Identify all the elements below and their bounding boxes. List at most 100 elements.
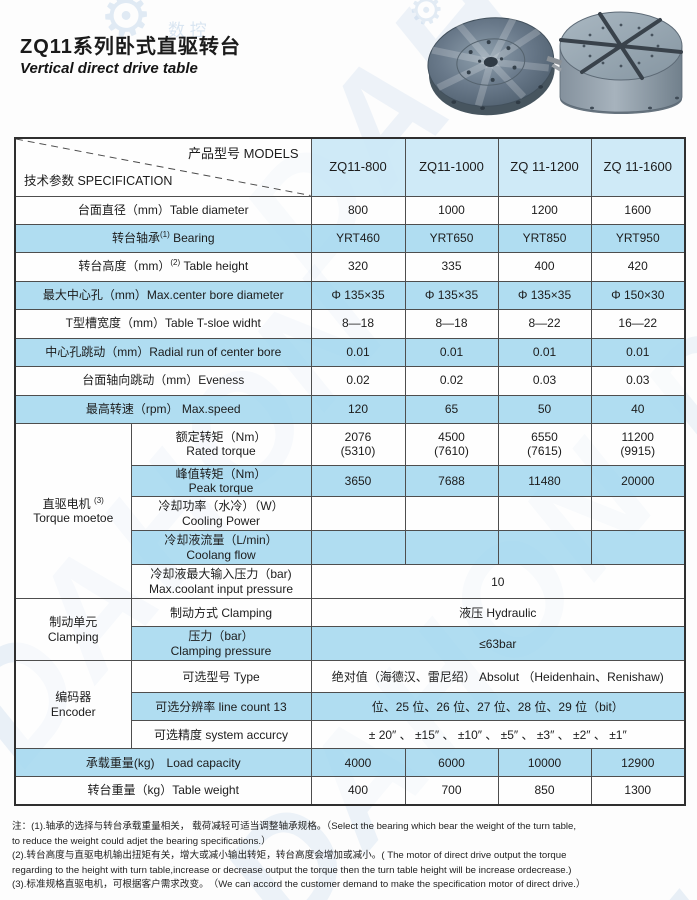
row-label: 冷却液最大输入压力（bar) Max.coolant input pressur… [130,564,312,600]
value-cell: 335 [404,251,499,282]
row-label: 压力（bar） Clamping pressure [130,626,312,662]
value-cell: 800 [310,195,406,225]
label-text: 压力（bar） [188,629,254,644]
value-cell: 65 [404,394,499,424]
group-label-en: Encoder [50,704,96,719]
value-cell: 11480 [497,464,592,498]
label-text: Rated torque [186,444,256,458]
value-cell: 1300 [590,776,686,806]
row-coolant-flow: 冷却液流量（L/min） Coolang flow [15,530,686,566]
row-rated-torque: 直驱电机 (3) Torque moetoe 额定转矩（Nm） Rated to… [14,422,686,600]
row-label: 可选型号 Type [130,660,312,694]
label-text: Coolang flow [186,547,256,562]
value-cell: 0.01 [404,337,499,367]
value-cell: 4500 (7610) [404,422,499,466]
footnote-line: 注：(1).轴承的选择与转台承载重量相关， 载荷减轻可适当调整轴承规格。（Sel… [12,821,577,832]
value-cell: Φ 135×35 [310,280,406,310]
value-cell: 1200 [497,195,592,225]
model-column-header: ZQ11-1000 [404,137,499,197]
value-cell: 8—18 [404,308,499,339]
label-text: 转台高度（mm） [78,259,171,274]
row-label: 可选精度 system accurcy [130,720,312,750]
value-cell [497,496,592,532]
value-cell: 16—22 [590,308,686,339]
corner-models-label: 产品型号 MODELS [187,146,299,161]
label-text: 额定转矩（Nm） [175,429,267,444]
value-cell: 2076 (5310) [310,422,406,466]
value-cell: 0.01 [497,337,592,367]
row-clamping-pressure: 压力（bar） Clamping pressure ≤63bar [15,626,686,662]
row-eveness: 台面轴向跳动（mm）Eveness 0.02 0.02 0.03 0.03 [14,365,686,396]
row-table-weight: 转台重量（kg）Table weight 400 700 850 1300 [14,776,686,806]
value-cell: 400 [497,251,592,282]
label-text: Clamping pressure [170,643,272,658]
label-text: Bearing [169,230,215,245]
label-text: Cooling Power [181,513,261,528]
group-label-en: Torque moetoe [33,510,114,525]
row-label: 台面轴向跳动（mm）Eveness [14,365,312,396]
label-text: 冷却功率（水冷）（W） [158,499,284,514]
value-cell: 8—22 [497,308,592,339]
group-label: 编码器 [55,690,92,705]
value-cell: 6000 [404,748,499,778]
value-cell: 700 [404,776,499,806]
row-label: T型槽宽度（mm）Table T-sloe widht [14,308,312,339]
value-cell: 10000 [497,748,592,778]
row-encoder-resolution: 可选分辨率 line count 13 位、25 位、26 位、27 位、28 … [15,692,686,722]
row-load-capacity: 承载重量(kg) Load capacity 4000 6000 10000 1… [14,748,686,778]
row-label: 额定转矩（Nm） Rated torque [130,422,312,466]
product-photo-rotor-disc [427,16,555,116]
value-cell-merged: 液压 Hydraulic [310,598,686,628]
page-title: ZQ11系列卧式直驱转台 [20,36,241,58]
group-cell-torque-motor: 直驱电机 (3) Torque moetoe [14,422,132,600]
row-encoder-type: 编码器 Encoder 可选型号 Type 绝对值（海德汉、雷尼绍） Absol… [14,660,686,750]
footnote-line: regarding to the height with turn table,… [12,864,572,876]
value-cell-merged: ± 20″ 、 ±15″ 、 ±10″ 、 ±5″ 、 ±3″ 、 ±2″ 、 … [310,720,686,750]
value-cell: Φ 150×30 [590,280,686,310]
value-cell: 0.01 [590,337,686,367]
diagonal-divider [16,139,310,195]
value-cell [404,496,499,532]
row-label: 冷却功率（水冷）（W） Cooling Power [130,496,312,532]
value-cell [404,530,499,566]
row-bearing: 转台轴承(1) Bearing YRT460 YRT650 YRT850 YRT… [14,223,686,253]
value-cell: 12900 [590,748,686,778]
label-text: 冷却液流量（L/min） [164,533,278,548]
model-column-header: ZQ 11-1200 [497,137,592,197]
value-cell: 0.01 [310,337,406,367]
row-table-height: 转台高度（mm）(2) Table height 320 335 400 420 [14,251,686,282]
value-cell: YRT950 [590,223,686,253]
row-max-speed: 最高转速（rpm） Max.speed 120 65 50 40 [14,394,686,424]
footnote-ref: (2) [170,258,181,268]
value-cell [590,530,686,566]
group-cell-encoder: 编码器 Encoder [14,660,132,750]
value-cell: 20000 [590,464,686,498]
row-label: 转台重量（kg）Table weight [14,776,312,806]
value-cell [590,496,686,532]
footnote-line: (3).标准规格直驱电机，可根据客户需求改变。 （We can accord t… [12,879,586,891]
value-cell: 8—18 [310,308,406,339]
label-text: 冷却液最大输入压力（bar) [150,567,292,582]
value-cell: 11200 (9915) [590,422,686,466]
row-clamping-method: 制动单元 Clamping 制动方式 Clamping 液压 Hydraulic [14,598,686,662]
value-cell: 0.02 [310,365,406,396]
value-cell-merged: ≤63bar [310,626,686,662]
value-cell: 3650 [310,464,406,498]
value-cell [310,496,406,532]
value-cell: YRT650 [404,223,499,253]
row-peak-torque: 峰值转矩（Nm） Peak torque 3650 7688 11480 200… [15,464,686,498]
footnote-line: (2).转台高度与直驱电机输出扭矩有关，增大或减小输出转矩，转台高度会增加或减小… [12,850,567,862]
label-text: Peak torque [188,480,254,495]
group-cell-clamping: 制动单元 Clamping [14,598,132,662]
value-cell-merged: 10 [310,564,686,600]
value-cell: 400 [310,776,406,806]
row-label: 转台高度（mm）(2) Table height [14,251,312,282]
title-block: ZQ11系列卧式直驱转台 Vertical direct drive table [20,30,241,77]
footnote-ref: (1) [160,229,170,239]
row-label: 承载重量(kg) Load capacity [14,748,312,778]
product-photo-rotary-table [546,11,683,114]
value-cell: 50 [497,394,592,424]
label-text: 转台轴承 [112,230,161,245]
value-cell: YRT850 [497,223,592,253]
